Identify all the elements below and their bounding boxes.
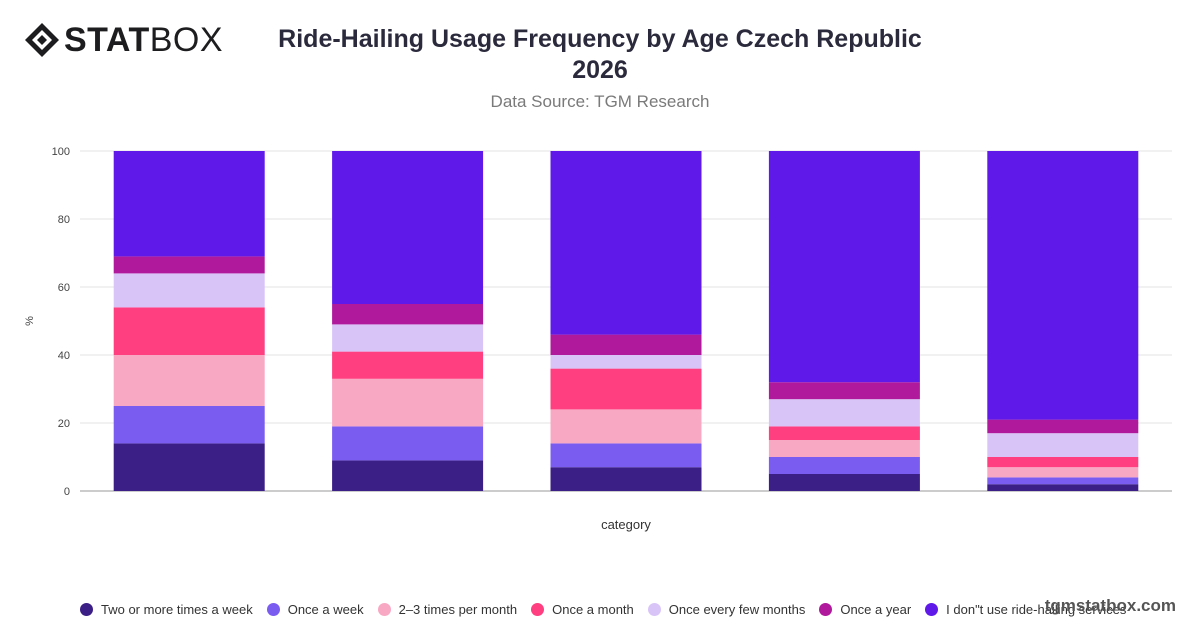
legend-item[interactable]: Once a month (531, 602, 634, 617)
bar-segment (550, 467, 702, 491)
chart-title-line-2: 2026 (572, 56, 628, 84)
legend-item[interactable]: Once a week (266, 602, 364, 617)
y-tick-label: 20 (58, 418, 70, 430)
logo-wordmark: STATBOX (64, 21, 224, 59)
bar-segment (550, 355, 702, 369)
bar-segment (987, 477, 1139, 485)
legend-label: Once a month (552, 602, 634, 617)
legend-item[interactable]: Once a year (819, 602, 911, 617)
bar-segment (332, 304, 484, 325)
legend-swatch (266, 603, 280, 616)
chart-title-line-1: Ride-Hailing Usage Frequency by Age Czec… (278, 25, 922, 53)
bar-segment (768, 426, 920, 440)
legend-item[interactable]: I don"t use ride-hailing services (925, 602, 1126, 617)
y-tick-label: 40 (58, 350, 70, 362)
legend-swatch (377, 603, 391, 616)
bar-segment (332, 460, 484, 491)
legend-label: 2–3 times per month (398, 602, 518, 617)
bar-segment (768, 474, 920, 491)
legend-swatch (925, 603, 939, 616)
bar-segment (332, 324, 484, 352)
legend-item[interactable]: Two or more times a week (80, 602, 253, 617)
bar-segment (113, 307, 265, 355)
bar-segment (987, 484, 1139, 491)
legend-label: Once a year (840, 602, 912, 617)
bar-segment (987, 457, 1139, 468)
diamond-logo-icon (25, 23, 59, 57)
stacked-bar-chart: 0 20 40 60 80 100% category (24, 146, 1172, 532)
bar-segment (987, 467, 1139, 478)
bar-segment (987, 433, 1139, 457)
y-tick-label: 0 (64, 486, 70, 498)
chart-title: Ride-Hailing Usage Frequency by Age Czec… (250, 24, 950, 86)
legend-item[interactable]: 2–3 times per month (377, 602, 518, 617)
legend-swatch (80, 603, 93, 616)
bar-segment (113, 151, 265, 257)
chart-subtitle: Data Source: TGM Research (490, 92, 710, 111)
watermark: tgmstatbox.com (1044, 596, 1176, 615)
y-tick-label: 60 (58, 282, 70, 294)
bar-segment (550, 443, 702, 468)
bar-segment (768, 440, 920, 457)
bar-segment (987, 419, 1139, 434)
bar-segment (332, 378, 484, 427)
y-axis-label: % (24, 316, 36, 326)
legend-item[interactable]: Once every few months (647, 602, 806, 617)
legend-label: Once every few months (668, 602, 806, 617)
bar-segment (332, 351, 484, 379)
y-tick-label: 80 (58, 214, 70, 226)
bar-segment (550, 368, 702, 410)
bar-segment (768, 382, 920, 400)
y-tick-label: 100 (52, 146, 70, 158)
bar-segment (332, 426, 484, 461)
legend-label: Once a week (287, 602, 364, 617)
legend-swatch (647, 603, 661, 616)
x-axis-label: category (601, 517, 651, 532)
bar-segment (768, 457, 920, 474)
bar-segment (113, 406, 265, 444)
bar-segment (113, 273, 265, 308)
bar-segment (987, 151, 1139, 420)
legend-label: I don"t use ride-hailing services (946, 602, 1127, 617)
bar-segment (768, 399, 920, 427)
legend-swatch (531, 603, 545, 616)
bar-segment (113, 355, 265, 406)
bar-segment (332, 151, 484, 304)
bar-segment (768, 151, 920, 383)
legend-swatch (819, 603, 833, 616)
bar-segment (550, 409, 702, 444)
chart-legend: Two or more times a week Once a week 2–3 t… (80, 602, 1140, 617)
bar-segment (550, 151, 702, 335)
bar-segment (113, 443, 265, 491)
statbox-logo: STATBOX (24, 22, 223, 58)
bar-segment (550, 334, 702, 355)
bar-segment (113, 256, 265, 274)
legend-label: Two or more times a week (101, 602, 253, 617)
